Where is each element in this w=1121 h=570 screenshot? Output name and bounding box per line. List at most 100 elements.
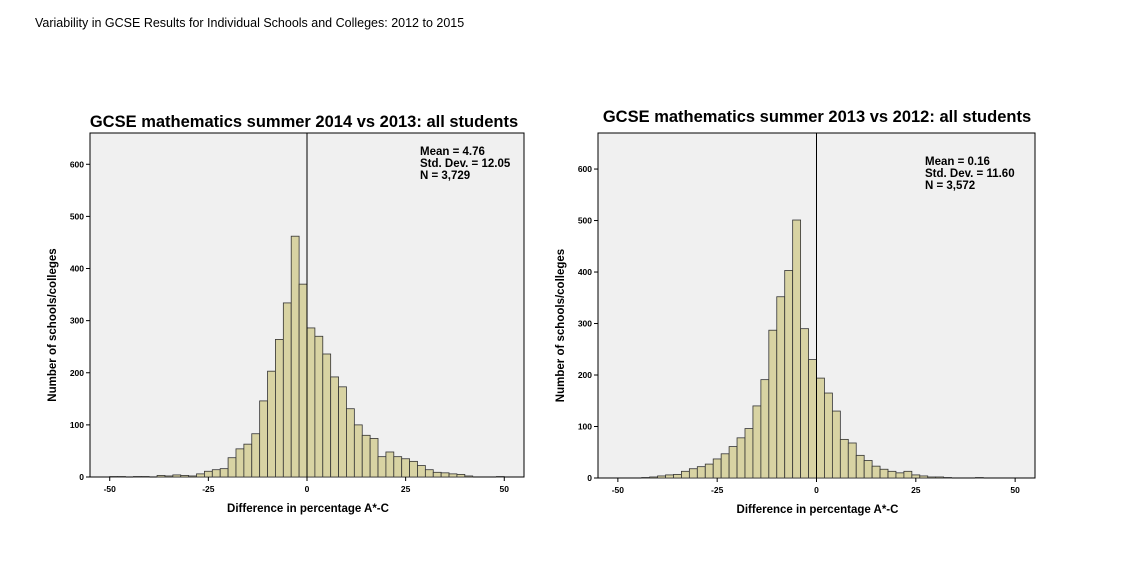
chart2-bar	[871, 465, 881, 479]
chart2-x-tick-label: -25	[711, 485, 724, 495]
chart1-bar	[346, 408, 355, 478]
chart2-bar	[903, 470, 913, 479]
chart2-y-tick-label: 300	[578, 319, 592, 329]
chart1-bar	[235, 448, 245, 478]
chart1-bar	[251, 433, 261, 478]
chart2-bar	[863, 460, 873, 479]
chart1-y-tick-label: 300	[70, 316, 84, 326]
chart2-y-tick-label: 200	[578, 370, 592, 380]
chart1-bar	[290, 235, 300, 478]
chart1-bar	[275, 338, 284, 478]
chart1-bar	[409, 460, 418, 478]
chart1-bar	[314, 335, 324, 478]
chart1-bar	[361, 434, 371, 478]
chart1-bar	[282, 302, 292, 478]
chart1-bar	[196, 473, 205, 478]
chart2-bar	[712, 458, 722, 479]
chart1-bar	[132, 476, 142, 478]
chart2-bar	[696, 466, 706, 479]
chart1-bar	[188, 475, 197, 478]
chart2-x-tick-label: 50	[1010, 485, 1020, 495]
chart1-bar	[140, 476, 150, 478]
chart2-bar	[847, 442, 857, 479]
chart2-bar	[879, 468, 889, 479]
chart2-bar	[776, 296, 786, 479]
chart2-bar	[665, 474, 674, 479]
chart2-bar	[943, 477, 952, 479]
chart1-bar	[424, 469, 434, 478]
chart2-bar	[641, 477, 651, 479]
chart2-bar	[649, 476, 658, 479]
chart2-y-tick-label: 0	[587, 473, 592, 483]
chart2-bar	[824, 392, 833, 479]
chart2-bar	[808, 359, 817, 479]
chart2-bar	[760, 379, 770, 479]
chart2-bar	[831, 410, 841, 479]
chart1-y-tick-label: 100	[70, 420, 84, 430]
page-title: Variability in GCSE Results for Individu…	[35, 16, 465, 30]
chart2-bar	[855, 454, 865, 479]
chart1-y-tick-label: 0	[79, 472, 84, 482]
chart2-bar	[839, 438, 849, 479]
chart2-bar	[673, 473, 682, 479]
chart2-bar	[768, 329, 778, 479]
chart2-x-tick-label: -50	[612, 485, 625, 495]
chart1-bar	[243, 443, 253, 478]
chart1-bar	[338, 386, 347, 478]
chart2-bar	[935, 476, 945, 479]
chart2-y-tick-label: 400	[578, 267, 592, 277]
chart1-bar	[369, 438, 379, 478]
chart1-bar	[322, 353, 332, 478]
chart2-bar	[895, 472, 905, 479]
chart2-bar	[919, 475, 929, 479]
chart1-stat-line: Std. Dev. = 12.05	[420, 158, 511, 170]
chart2-stat-line: N = 3,572	[925, 180, 975, 192]
chart2-y-tick-label: 500	[578, 216, 592, 226]
chart2-bar	[657, 475, 666, 479]
chart1-bar	[117, 476, 126, 478]
chart1-bar	[156, 475, 166, 478]
chart2-bar	[887, 470, 897, 479]
chart2-bar	[784, 270, 794, 479]
chart1-x-axis-label: Difference in percentage A*-C	[227, 503, 389, 515]
chart2-bar	[744, 428, 754, 479]
chart1-title: GCSE mathematics summer 2014 vs 2013: al…	[90, 113, 518, 131]
chart2-x-tick-label: 0	[814, 485, 819, 495]
chart1-bar	[417, 465, 426, 478]
chart1-bar	[306, 327, 316, 478]
chart2-bar	[688, 468, 698, 479]
chart1-bar	[432, 471, 442, 478]
chart2-bar	[720, 453, 730, 479]
chart1-y-axis-label: Number of schools/colleges	[47, 248, 59, 401]
chart1-bar	[109, 476, 119, 478]
chart1-bar	[393, 456, 403, 478]
chart2-bar	[975, 477, 984, 479]
chart1-x-tick-label: 50	[500, 484, 510, 494]
chart1-bar	[227, 457, 237, 478]
chart1-bar	[353, 424, 363, 478]
chart2-bar	[752, 405, 762, 479]
chart1-bar	[211, 469, 221, 478]
chart1-bar	[377, 456, 387, 478]
chart1-bar	[180, 475, 190, 478]
chart1-group: 0 100 200 300 400 500 600 -50 -25 0 25 50 GCSE mathe…	[47, 113, 525, 515]
chart1-y-tick-label: 200	[70, 368, 84, 378]
chart1-bar	[267, 370, 276, 478]
chart2-group: 0 100 200 300 400 500 600 -50 -25 0 25 50 GCSE mathe…	[555, 108, 1036, 516]
chart1-x-tick-label: -50	[104, 484, 117, 494]
chart1-bar	[204, 470, 213, 478]
chart2-stat-line: Mean = 0.16	[925, 156, 990, 168]
chart1-bar	[401, 458, 410, 478]
chart2-y-tick-label: 100	[578, 422, 592, 432]
chart1-stat-line: N = 3,729	[420, 170, 470, 182]
chart2-title: GCSE mathematics summer 2013 vs 2012: al…	[603, 108, 1031, 126]
chart2-bar	[800, 328, 809, 479]
chart1-bar	[495, 476, 505, 478]
chart2-y-axis-label: Number of schools/colleges	[555, 249, 567, 402]
chart2-y-tick-label: 600	[578, 164, 592, 174]
chart1-bar	[464, 475, 474, 478]
chart2-x-axis-label: Difference in percentage A*-C	[737, 504, 899, 516]
chart2-bar	[816, 377, 825, 479]
chart1-bar	[259, 400, 268, 478]
